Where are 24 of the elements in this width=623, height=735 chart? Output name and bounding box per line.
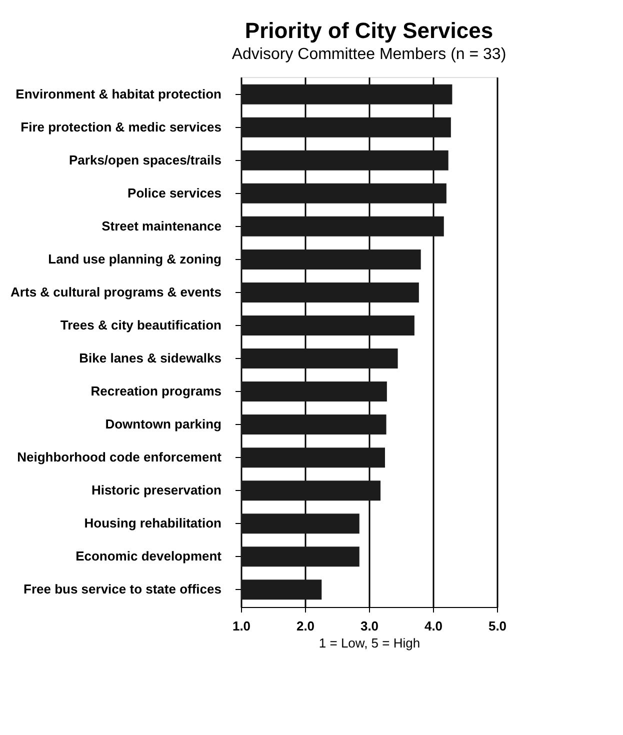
y-tick-label: Arts & cultural programs & events: [10, 284, 222, 300]
y-tick-label: Neighborhood code enforcement: [17, 450, 222, 465]
y-tick-label: Environment & habitat protection: [16, 86, 222, 102]
x-tick-label: 3.0: [360, 618, 379, 634]
x-tick-label: 1.0: [232, 618, 251, 634]
y-tick-label: Land use planning & zoning: [48, 251, 222, 266]
y-tick-label: Free bus service to state offices: [24, 582, 222, 597]
y-tick-label: Fire protection & medic services: [20, 119, 222, 134]
y-tick-label: Street maintenance: [102, 218, 222, 234]
chart-subtitle: Advisory Committee Members (n = 33): [232, 46, 506, 63]
y-tick-label: Parks/open spaces/trails: [69, 152, 222, 168]
y-tick-label: Police services: [128, 185, 222, 200]
y-tick-label: Historic preservation: [91, 482, 222, 498]
y-tick-label: Economic development: [76, 548, 222, 564]
y-tick-label: Housing rehabilitation: [84, 516, 222, 531]
x-tick-label: 2.0: [296, 618, 315, 634]
y-tick-label: Recreation programs: [90, 384, 222, 399]
y-tick-label: Trees & city beautification: [60, 317, 222, 332]
x-axis-title: 1 = Low, 5 = High: [318, 636, 420, 650]
y-tick-label: Downtown parking: [105, 416, 222, 432]
chart-title: Priority of City Services: [244, 18, 494, 43]
x-tick-label: 4.0: [424, 618, 443, 634]
x-tick-label: 5.0: [488, 618, 507, 634]
y-tick-label: Bike lanes & sidewalks: [79, 350, 222, 366]
